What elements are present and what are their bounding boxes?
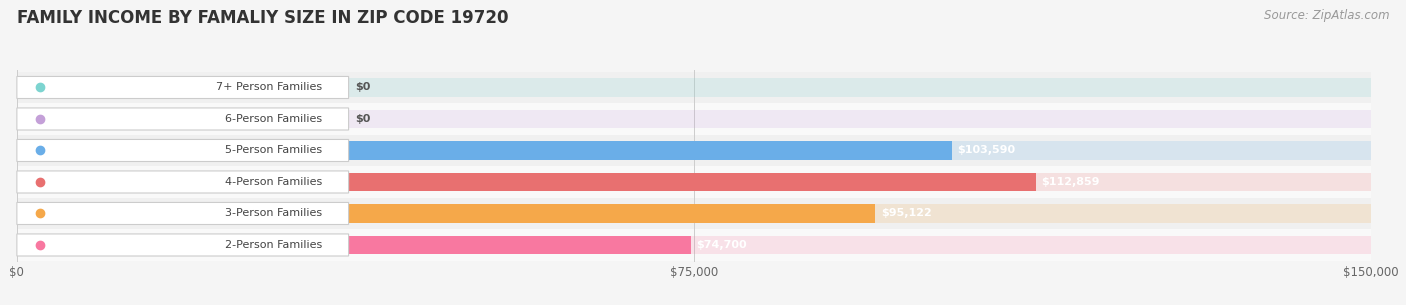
Bar [17,198,1371,229]
Bar [17,141,952,160]
Text: FAMILY INCOME BY FAMALIY SIZE IN ZIP CODE 19720: FAMILY INCOME BY FAMALIY SIZE IN ZIP COD… [17,9,509,27]
FancyBboxPatch shape [17,77,349,99]
Bar [17,141,1371,160]
Bar [17,229,1371,261]
Text: $0: $0 [356,114,371,124]
Bar [17,135,1371,166]
FancyBboxPatch shape [17,171,349,193]
Text: $103,590: $103,590 [957,145,1015,156]
Bar [17,72,1371,103]
Bar [17,204,876,223]
Bar [17,103,1371,135]
Bar [17,109,1371,128]
Bar [17,78,1371,97]
Text: 7+ Person Families: 7+ Person Families [217,82,322,92]
Bar [17,235,692,254]
Text: Source: ZipAtlas.com: Source: ZipAtlas.com [1264,9,1389,22]
Text: 5-Person Families: 5-Person Families [225,145,322,156]
Bar [17,204,1371,223]
FancyBboxPatch shape [17,203,349,224]
Text: $112,859: $112,859 [1040,177,1099,187]
Bar [17,235,1371,254]
Text: 3-Person Families: 3-Person Families [225,209,322,218]
Text: $95,122: $95,122 [882,209,932,218]
Text: 2-Person Families: 2-Person Families [225,240,322,250]
FancyBboxPatch shape [17,234,349,256]
Text: $0: $0 [356,82,371,92]
Bar [17,173,1371,192]
Bar [17,173,1036,192]
FancyBboxPatch shape [17,139,349,162]
Text: 6-Person Families: 6-Person Families [225,114,322,124]
Text: 4-Person Families: 4-Person Families [225,177,322,187]
Bar [17,166,1371,198]
FancyBboxPatch shape [17,108,349,130]
Text: $74,700: $74,700 [696,240,747,250]
